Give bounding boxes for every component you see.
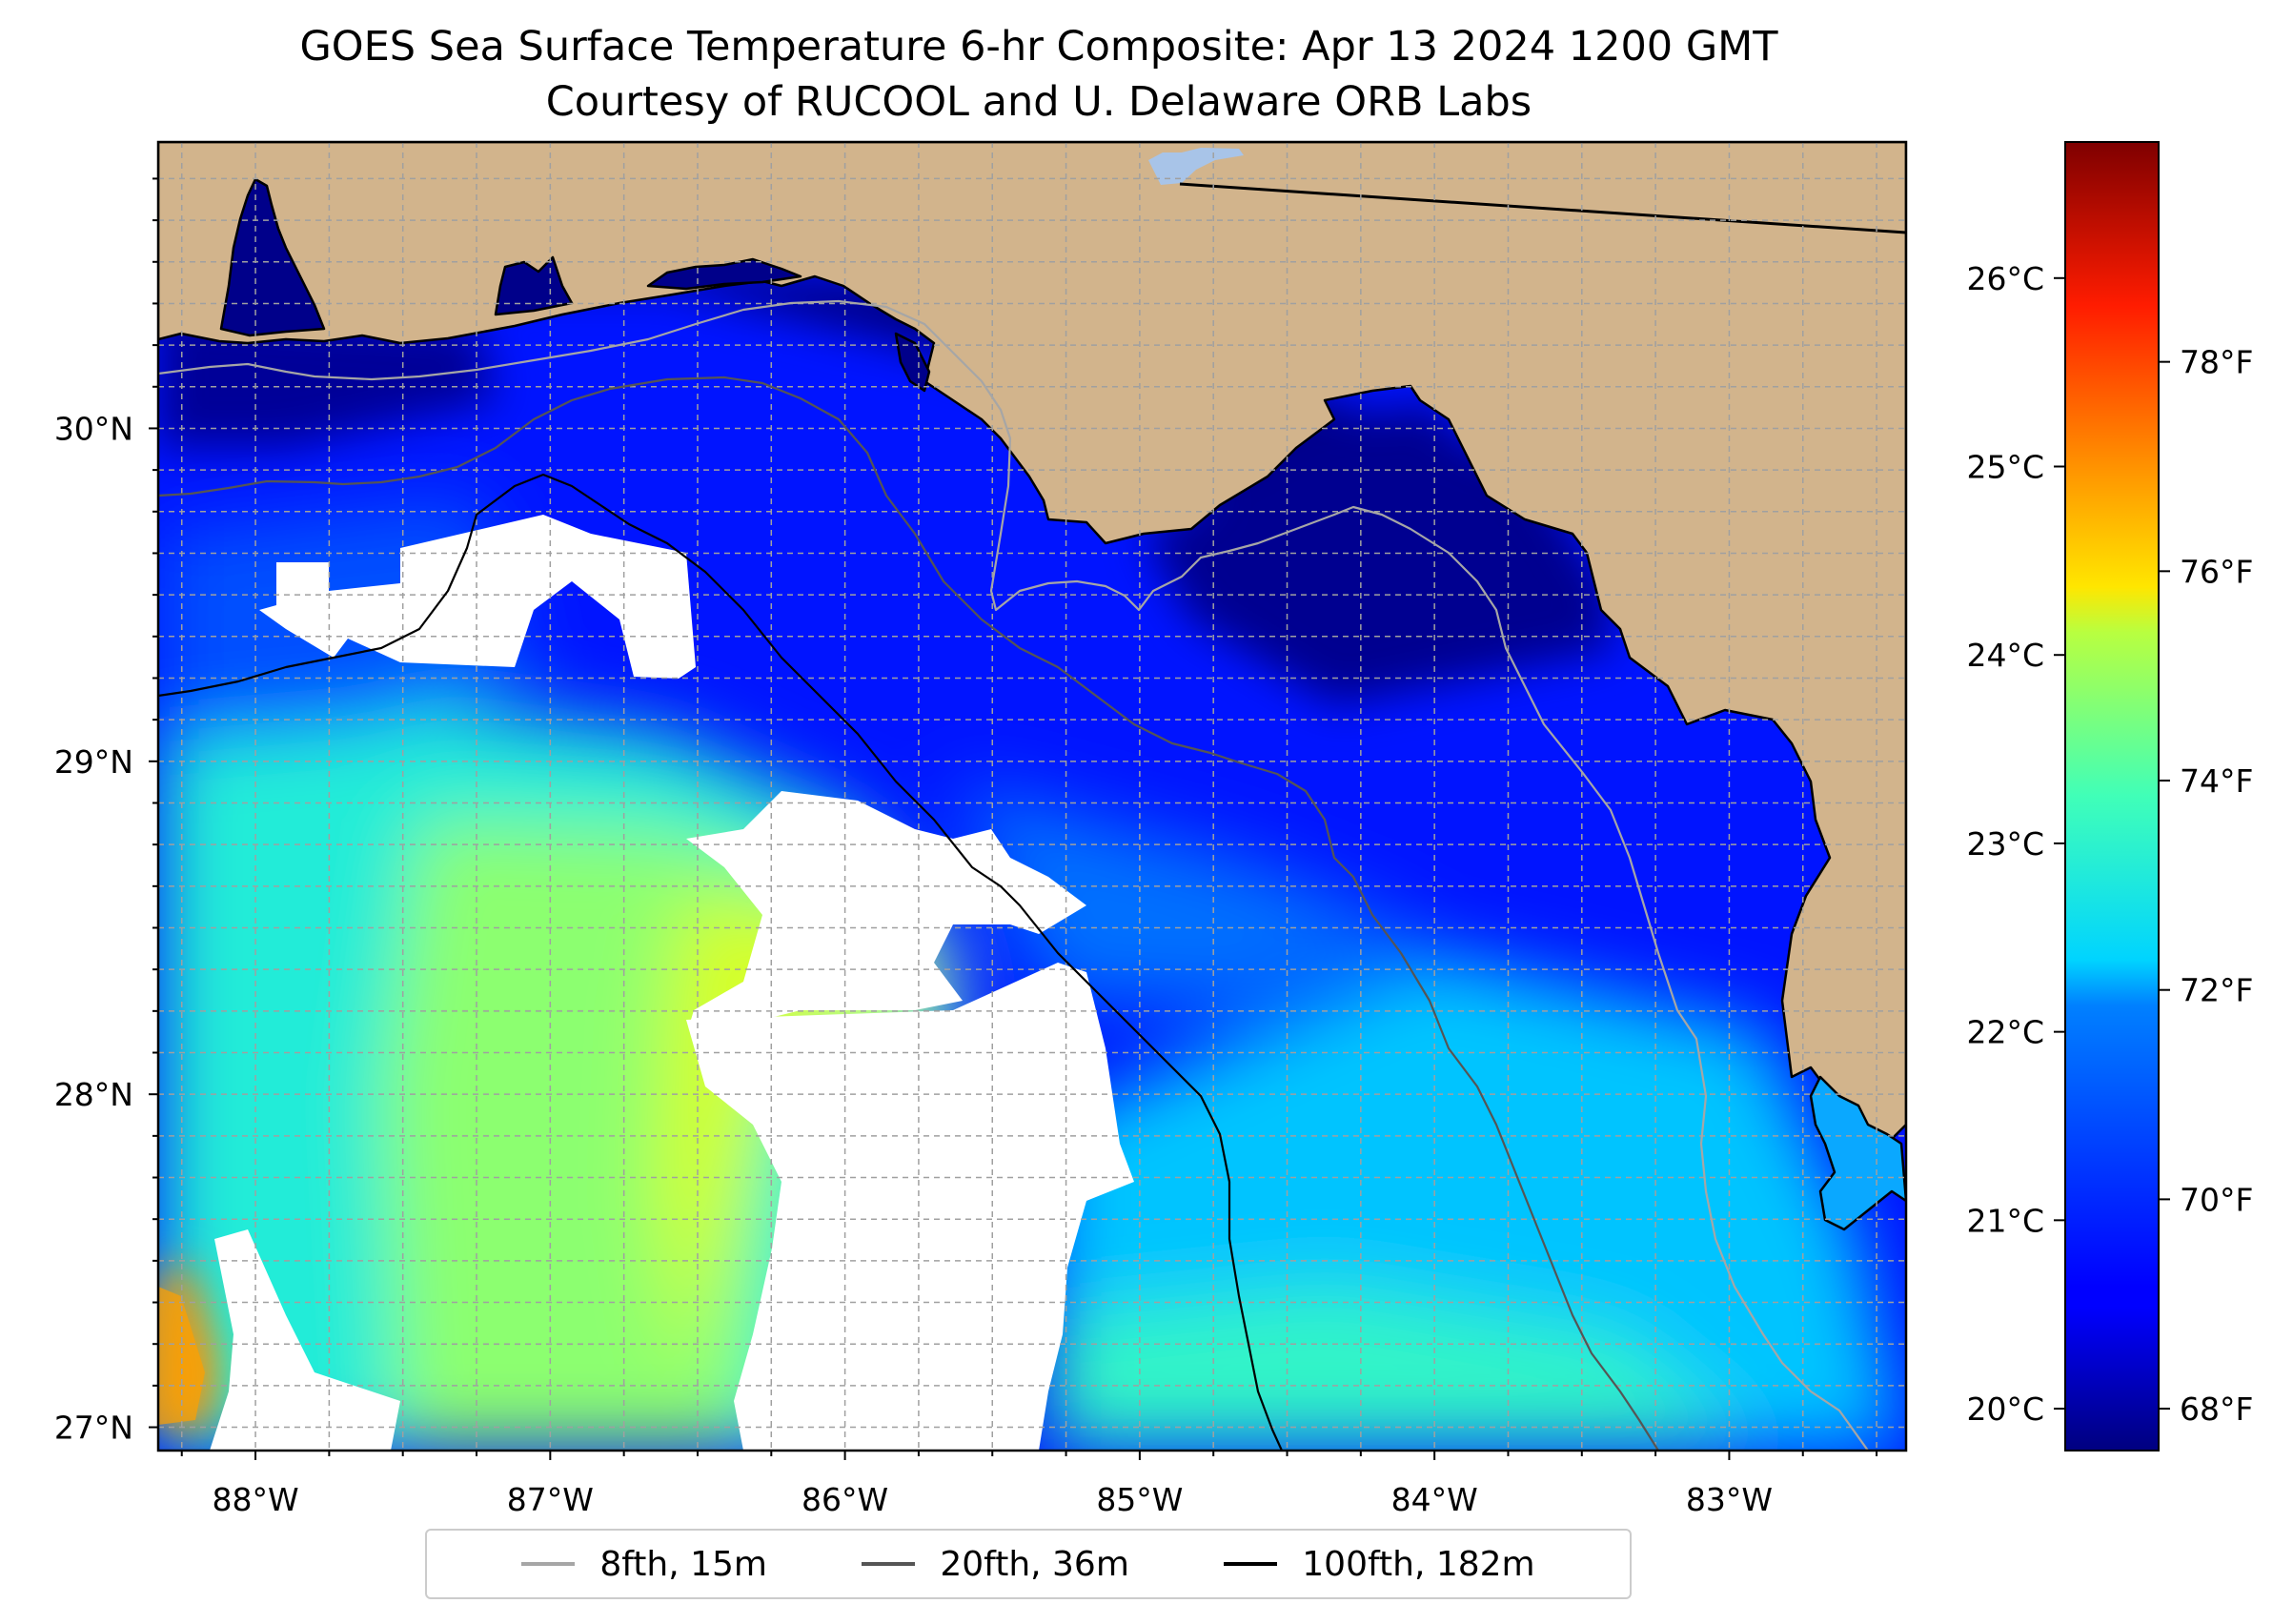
map-plot-area [158, 142, 1906, 1451]
choctawhatchee-bay [646, 257, 802, 291]
isobath-36m [158, 376, 1659, 1451]
colorbar-celsius-label: 23°C [1966, 825, 2044, 863]
legend-item-20fth: 20fth, 36m [862, 1545, 1129, 1584]
no-data-patch-central [686, 791, 1086, 1039]
no-data-patch-southwest [686, 963, 1134, 1451]
y-tick-label: 27°N [54, 1410, 133, 1447]
no-data-patch-north [259, 515, 696, 679]
x-tick-label: 83°W [1686, 1481, 1773, 1518]
colorbar-fahrenheit-label: 74°F [2180, 762, 2253, 800]
y-tick-label: 30°N [54, 410, 133, 447]
legend-swatch-100fth [1224, 1562, 1278, 1566]
legend-item-100fth: 100fth, 182m [1224, 1544, 1535, 1584]
mobile-bay [219, 177, 326, 337]
legend-label-100fth: 100fth, 182m [1302, 1544, 1535, 1584]
isobath-182m [158, 473, 1284, 1451]
title-line-1: GOES Sea Surface Temperature 6-hr Compos… [299, 23, 1778, 71]
colorbar-celsius-label: 21°C [1966, 1202, 2044, 1239]
isobath-15m [158, 299, 1869, 1451]
map-axis-ticks: 88°W 87°W 86°W 85°W 84°W 83°W 30°N 29°N 28°N 27°N [54, 177, 1878, 1518]
colorbar-celsius-label: 24°C [1966, 637, 2044, 674]
sst-region-southeast-green [1048, 1287, 1763, 1451]
chart-title: GOES Sea Surface Temperature 6-hr Compos… [0, 19, 2078, 130]
colorbar-celsius-label: 25°C [1966, 449, 2044, 486]
x-tick-label: 87°W [507, 1481, 594, 1518]
colorbar-fahrenheit-label: 72°F [2180, 972, 2253, 1009]
x-tick-label: 85°W [1096, 1481, 1183, 1518]
y-tick-label: 29°N [54, 743, 133, 781]
title-line-2: Courtesy of RUCOOL and U. Delaware ORB L… [545, 78, 1532, 126]
st-andrews-bay [894, 332, 931, 393]
inland-lake [1148, 148, 1244, 185]
no-data-regions [210, 515, 1134, 1451]
land-alabama-florida-panhandle [158, 142, 1906, 1146]
y-tick-label: 28°N [54, 1076, 133, 1113]
sst-region-southwest-orange [158, 1287, 205, 1425]
legend-label-8fth: 8fth, 15m [599, 1544, 767, 1584]
legend: 8fth, 15m 20fth, 36m 100fth, 182m [425, 1529, 1632, 1599]
colorbar-ticks: 26°C 25°C 24°C 23°C 22°C 21°C 20°C 78°F 76°F 74°F… [1966, 260, 2253, 1428]
colorbar-celsius-label: 20°C [1966, 1391, 2044, 1428]
state-border-line [1179, 182, 1906, 234]
map-frame [156, 140, 1908, 1452]
graticule-grid [158, 142, 1906, 1451]
colorbar-gradient [2064, 141, 2160, 1451]
no-data-patch-westcorner [210, 1229, 400, 1451]
land-areas [158, 142, 1906, 1146]
colorbar-fahrenheit-label: 68°F [2180, 1391, 2253, 1428]
x-tick-label: 84°W [1391, 1481, 1478, 1518]
bays [219, 148, 1906, 1231]
colorbar-celsius-label: 22°C [1966, 1014, 2044, 1051]
tampa-bay [1809, 1075, 1906, 1231]
legend-swatch-20fth [862, 1562, 916, 1566]
legend-item-8fth: 8fth, 15m [521, 1545, 767, 1584]
sst-region-slope [953, 782, 1430, 1010]
colorbar: 26°C 25°C 24°C 23°C 22°C 21°C 20°C 78°F 76°F 74°F… [1966, 141, 2253, 1451]
isobaths [158, 299, 1869, 1451]
colorbar-celsius-label: 26°C [1966, 260, 2044, 297]
colorbar-fahrenheit-label: 78°F [2180, 344, 2253, 381]
legend-swatch-8fth [521, 1562, 576, 1566]
colorbar-fahrenheit-label: 76°F [2180, 553, 2253, 590]
x-tick-label: 86°W [802, 1481, 888, 1518]
pensacola-bay [494, 255, 574, 316]
x-tick-label: 88°W [212, 1481, 298, 1518]
colorbar-fahrenheit-label: 70°F [2180, 1181, 2253, 1218]
legend-label-20fth: 20fth, 36m [940, 1544, 1129, 1584]
